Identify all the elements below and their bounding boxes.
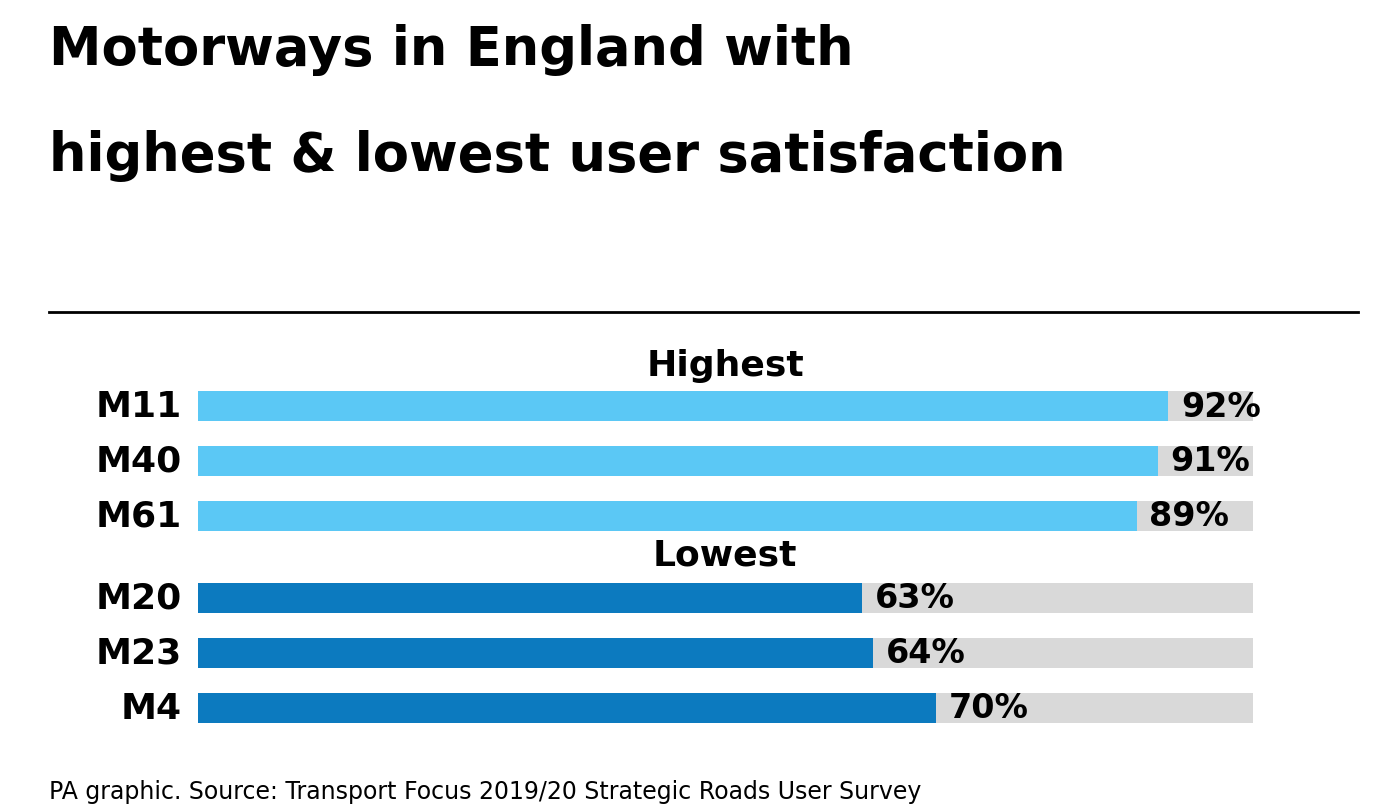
Text: Lowest: Lowest (652, 538, 798, 572)
Bar (197, 583, 1253, 613)
Text: M11: M11 (95, 389, 182, 423)
Bar (197, 392, 1168, 422)
Bar (197, 693, 937, 723)
Text: Motorways in England with: Motorways in England with (49, 24, 854, 76)
Text: M61: M61 (95, 499, 182, 533)
Text: M23: M23 (95, 636, 182, 670)
Bar (197, 446, 1158, 476)
Text: 63%: 63% (875, 581, 955, 615)
Text: 89%: 89% (1149, 500, 1229, 533)
Text: M4: M4 (120, 691, 182, 725)
Bar (197, 638, 1253, 668)
Bar (197, 446, 1253, 476)
Text: PA graphic. Source: Transport Focus 2019/20 Strategic Roads User Survey: PA graphic. Source: Transport Focus 2019… (49, 779, 921, 803)
Bar (197, 501, 1253, 531)
Bar (197, 501, 1137, 531)
Bar (197, 392, 1253, 422)
Text: Highest: Highest (647, 349, 804, 383)
Bar (197, 693, 1253, 723)
Text: 92%: 92% (1180, 390, 1260, 423)
Text: highest & lowest user satisfaction: highest & lowest user satisfaction (49, 130, 1065, 182)
Bar (197, 638, 872, 668)
Bar (197, 583, 862, 613)
Text: M20: M20 (95, 581, 182, 616)
Text: M40: M40 (95, 444, 182, 478)
Text: 64%: 64% (885, 637, 965, 670)
Text: 91%: 91% (1170, 445, 1250, 478)
Text: 70%: 70% (949, 691, 1029, 724)
